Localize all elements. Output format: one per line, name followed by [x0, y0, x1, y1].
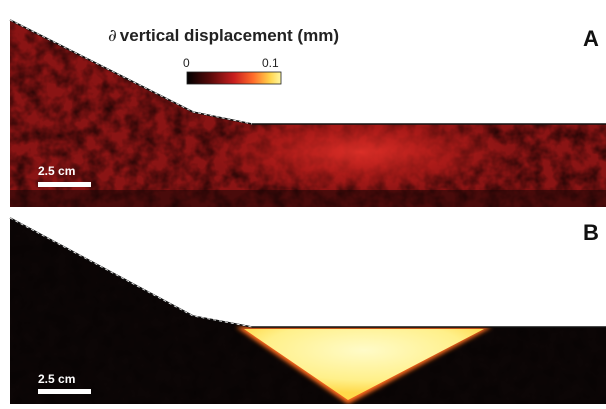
panel-b-scale-bar [38, 389, 91, 394]
panel-a-hotspot [210, 110, 510, 194]
colorbar-title: ∂ vertical displacement (mm) [108, 26, 339, 46]
panel-a-bottom-shade [10, 190, 606, 207]
panel-b [10, 218, 606, 404]
panel-b-label: B [583, 220, 599, 245]
partial-symbol: ∂ [108, 26, 117, 46]
panel-b-surface-dash [9, 217, 253, 328]
panel-b-hotspot [244, 329, 484, 400]
colorbar-max-label: 0.1 [262, 56, 279, 70]
panel-a-scale-bar [38, 182, 91, 187]
panel-b-texture [10, 218, 606, 404]
colorbar-min-label: 0 [183, 56, 190, 70]
panel-a-label: A [583, 26, 599, 51]
panel-b-scale-label: 2.5 cm [38, 372, 76, 386]
panel-a-scale-label: 2.5 cm [38, 164, 76, 178]
colorbar [186, 71, 282, 85]
panel-a-surface-dash [9, 19, 253, 125]
colorbar-title-text: vertical displacement (mm) [119, 26, 339, 45]
